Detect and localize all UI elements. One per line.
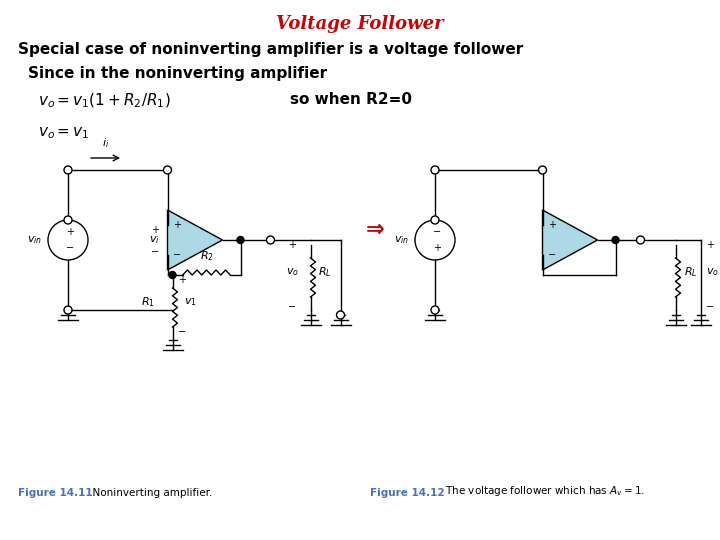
Text: $v_o$: $v_o$ bbox=[706, 267, 719, 279]
Text: $v_o = v_1(1+ R_2/R_1)$: $v_o = v_1(1+ R_2/R_1)$ bbox=[38, 92, 171, 110]
Text: $v_o = v_1$: $v_o = v_1$ bbox=[38, 125, 89, 141]
Circle shape bbox=[163, 166, 171, 174]
Text: Voltage Follower: Voltage Follower bbox=[276, 15, 444, 33]
Circle shape bbox=[612, 237, 619, 244]
Text: $v_1$: $v_1$ bbox=[184, 296, 197, 308]
Circle shape bbox=[64, 216, 72, 224]
Text: +: + bbox=[151, 225, 160, 235]
Text: −: − bbox=[151, 247, 160, 257]
Text: +: + bbox=[174, 220, 181, 230]
Text: Figure 14.11: Figure 14.11 bbox=[18, 488, 93, 498]
Polygon shape bbox=[542, 210, 598, 270]
Text: −: − bbox=[66, 243, 74, 253]
Text: $v_{in}$: $v_{in}$ bbox=[394, 234, 409, 246]
Text: so when R2=0: so when R2=0 bbox=[290, 92, 412, 107]
Circle shape bbox=[431, 166, 439, 174]
Text: −: − bbox=[549, 250, 557, 260]
Circle shape bbox=[64, 306, 72, 314]
Circle shape bbox=[64, 166, 72, 174]
Text: $v_o$: $v_o$ bbox=[286, 267, 299, 279]
Circle shape bbox=[431, 306, 439, 314]
Circle shape bbox=[237, 237, 244, 244]
Text: $R_L$: $R_L$ bbox=[683, 266, 697, 279]
Text: +: + bbox=[706, 240, 714, 250]
Text: $i_i$: $i_i$ bbox=[102, 136, 109, 150]
Text: +: + bbox=[433, 243, 441, 253]
Circle shape bbox=[336, 311, 344, 319]
Text: $R_L$: $R_L$ bbox=[318, 266, 332, 279]
Text: −: − bbox=[174, 250, 181, 260]
Text: $R_1$: $R_1$ bbox=[140, 295, 155, 309]
Text: $v_{in}$: $v_{in}$ bbox=[27, 234, 42, 246]
Text: +: + bbox=[66, 227, 74, 237]
Text: +: + bbox=[179, 275, 186, 285]
Circle shape bbox=[636, 236, 644, 244]
Text: The voltage follower which has $A_v = 1$.: The voltage follower which has $A_v = 1$… bbox=[442, 484, 645, 498]
Text: Noninverting amplifier.: Noninverting amplifier. bbox=[86, 488, 212, 498]
Text: Since in the noninverting amplifier: Since in the noninverting amplifier bbox=[28, 66, 327, 81]
Text: Figure 14.12: Figure 14.12 bbox=[370, 488, 445, 498]
Text: −: − bbox=[179, 327, 186, 337]
Circle shape bbox=[266, 236, 274, 244]
Text: +: + bbox=[289, 240, 297, 250]
Text: Special case of noninverting amplifier is a voltage follower: Special case of noninverting amplifier i… bbox=[18, 42, 523, 57]
Text: $R_2$: $R_2$ bbox=[199, 249, 213, 263]
Circle shape bbox=[431, 216, 439, 224]
Text: −: − bbox=[706, 302, 714, 312]
Polygon shape bbox=[168, 210, 222, 270]
Circle shape bbox=[169, 272, 176, 279]
Text: $v_i$: $v_i$ bbox=[149, 234, 160, 246]
Circle shape bbox=[539, 166, 546, 174]
Text: −: − bbox=[433, 227, 441, 237]
Text: −: − bbox=[289, 302, 297, 312]
Text: +: + bbox=[549, 220, 557, 230]
Text: ⇒: ⇒ bbox=[366, 220, 384, 240]
